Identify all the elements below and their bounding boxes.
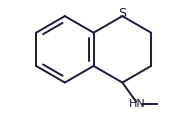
- Text: HN: HN: [129, 99, 146, 109]
- Text: S: S: [118, 7, 126, 20]
